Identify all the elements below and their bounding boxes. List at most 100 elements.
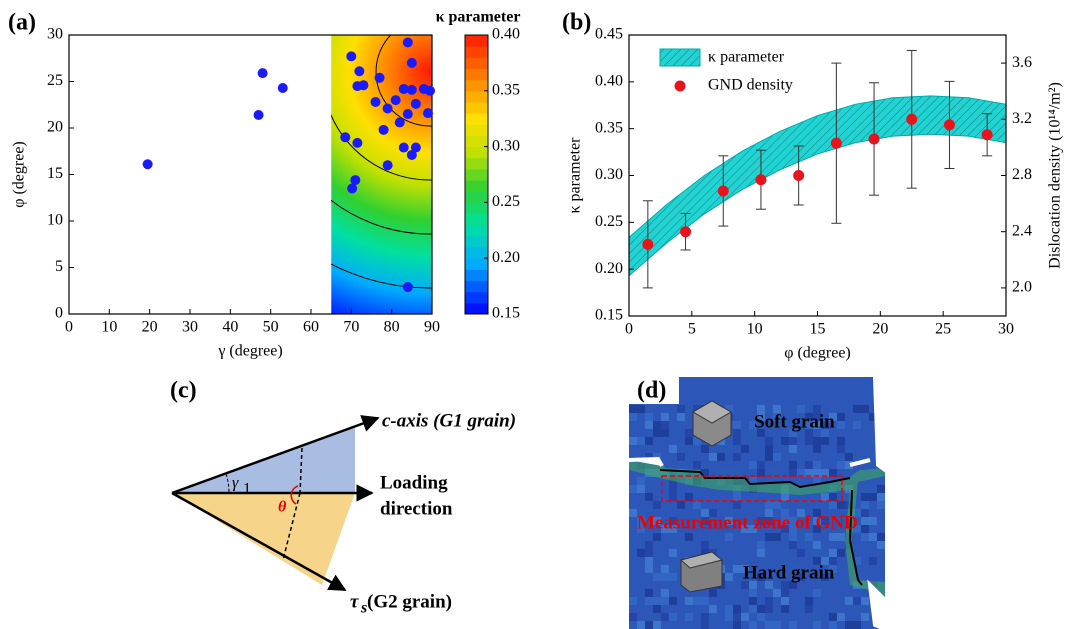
legend-swatch <box>659 48 701 67</box>
colorbar-step <box>465 247 488 259</box>
map-pixel <box>669 445 677 453</box>
map-pixel <box>877 485 885 493</box>
map-pixel <box>685 613 693 621</box>
boundary-zone <box>629 458 885 629</box>
map-pixel <box>829 533 837 541</box>
x-axis-label: γ (degree) <box>217 343 282 360</box>
map-pixel <box>861 405 869 413</box>
y-tick-label: 30 <box>47 26 63 43</box>
map-pixel <box>645 565 653 573</box>
map-pixel <box>853 453 861 461</box>
map-pixel <box>797 413 805 421</box>
map-pixel <box>669 549 677 557</box>
point <box>340 132 351 143</box>
x-tick-label: 30 <box>182 319 198 336</box>
map-pixel <box>669 597 677 605</box>
map-pixel <box>805 533 813 541</box>
map-pixel <box>757 429 765 437</box>
map-pixel <box>813 621 821 629</box>
point <box>424 85 435 96</box>
map-pixel <box>717 453 725 461</box>
colorbar-step <box>465 46 488 58</box>
map-pixel <box>805 429 813 437</box>
y-tick-label: 20 <box>47 119 63 136</box>
colorbar-tick-label: 0.30 <box>492 137 520 154</box>
map-pixel <box>749 525 757 533</box>
colorbar-step <box>465 291 488 304</box>
map-pixel <box>725 533 733 541</box>
map-pixel <box>773 589 781 597</box>
map-pixel <box>677 501 685 509</box>
map-pixel <box>861 493 869 501</box>
map-pixel <box>709 589 717 597</box>
map-pixel <box>637 549 645 557</box>
point <box>352 137 363 148</box>
map-pixel <box>829 413 837 421</box>
colorbar-step <box>465 90 488 103</box>
map-pixel <box>645 541 653 549</box>
colorbar-step <box>465 269 488 282</box>
colorbar-tick-label: 0.40 <box>492 26 520 43</box>
point <box>906 113 918 125</box>
map-pixel <box>781 533 789 541</box>
map-pixel <box>861 517 869 525</box>
map-pixel <box>837 517 845 525</box>
map-pixel <box>725 613 733 621</box>
map-pixel <box>749 477 757 485</box>
colorbar-step <box>465 191 488 203</box>
map-pixel <box>677 445 685 453</box>
map-pixel <box>781 605 789 613</box>
map-pixel <box>669 573 677 581</box>
colorbar-step <box>465 101 488 114</box>
y2-tick-label: 3.2 <box>1012 110 1032 127</box>
map-pixel <box>757 605 765 613</box>
map-pixel <box>853 525 861 533</box>
map-pixel <box>789 533 797 541</box>
map-pixel <box>869 557 877 565</box>
map-pixel <box>797 469 805 477</box>
map-pixel <box>733 501 741 509</box>
diagram-c: (c) c-axis (G1 grain) Loading direction … <box>170 378 516 617</box>
projection <box>282 492 301 561</box>
map-pixel <box>829 613 837 621</box>
map-pixel <box>701 469 709 477</box>
map-pixel <box>813 477 821 485</box>
x-tick-label: 10 <box>101 319 117 336</box>
point <box>981 129 993 141</box>
map-pixel <box>797 549 805 557</box>
map-pixel <box>813 557 821 565</box>
map-pixel <box>709 533 717 541</box>
map-pixel <box>677 541 685 549</box>
map-pixel <box>773 533 781 541</box>
point <box>406 57 417 68</box>
map-pixel <box>661 429 669 437</box>
map-pixel <box>789 445 797 453</box>
map-pixel <box>733 453 741 461</box>
map-pixel <box>637 477 645 485</box>
map-pixel <box>661 421 669 429</box>
map-pixel <box>821 493 829 501</box>
map-pixel <box>629 413 637 421</box>
point <box>370 96 381 107</box>
x-tick-label: 80 <box>384 319 400 336</box>
map-pixel <box>733 421 741 429</box>
point <box>346 51 357 62</box>
map-pixel <box>781 501 789 509</box>
map-pixel <box>845 597 853 605</box>
map-pixel <box>725 405 733 413</box>
tau-sub: s <box>360 600 367 617</box>
y2-tick-label: 3.6 <box>1012 54 1032 71</box>
map-pixel <box>837 421 845 429</box>
point <box>868 133 880 145</box>
map-pixel <box>741 565 749 573</box>
map-pixel <box>781 597 789 605</box>
map-pixel <box>637 485 645 493</box>
y-tick-label: 15 <box>47 165 63 182</box>
map-pixel <box>821 573 829 581</box>
y-tick-label: 5 <box>55 258 63 275</box>
map-pixel <box>765 445 773 453</box>
map-pixel <box>653 421 661 429</box>
map-pixel <box>877 541 885 549</box>
g2-sector <box>172 493 355 585</box>
